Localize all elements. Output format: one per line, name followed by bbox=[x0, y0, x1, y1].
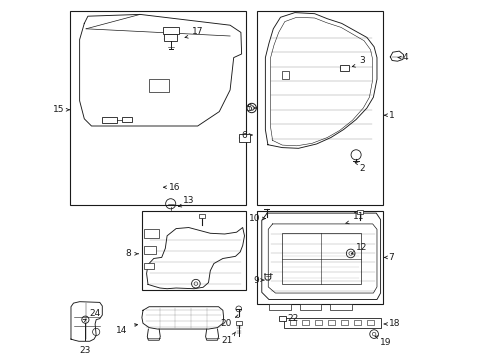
Bar bbox=[302, 320, 308, 325]
Text: 21: 21 bbox=[221, 336, 232, 345]
Bar bbox=[268, 304, 290, 310]
Text: 6: 6 bbox=[241, 131, 247, 140]
Bar bbox=[149, 79, 168, 92]
Text: 20: 20 bbox=[220, 319, 231, 328]
Bar bbox=[356, 210, 362, 214]
Bar bbox=[299, 304, 321, 310]
Bar bbox=[281, 233, 360, 284]
Bar bbox=[354, 320, 360, 325]
Bar bbox=[142, 211, 246, 290]
Text: 18: 18 bbox=[387, 320, 399, 328]
Bar bbox=[289, 320, 295, 325]
Text: 17: 17 bbox=[192, 27, 203, 36]
Bar bbox=[341, 320, 347, 325]
Bar bbox=[315, 320, 321, 325]
Bar bbox=[329, 304, 351, 310]
Bar bbox=[235, 321, 241, 325]
Text: 22: 22 bbox=[286, 314, 298, 323]
Text: 3: 3 bbox=[359, 56, 365, 65]
Bar bbox=[144, 246, 156, 254]
Bar bbox=[257, 11, 382, 205]
Text: 13: 13 bbox=[183, 196, 194, 205]
Text: 9: 9 bbox=[253, 276, 259, 284]
Text: 23: 23 bbox=[80, 346, 91, 355]
Text: 5: 5 bbox=[245, 104, 251, 113]
Text: 10: 10 bbox=[249, 214, 260, 223]
Text: 7: 7 bbox=[387, 253, 393, 262]
Text: 11: 11 bbox=[352, 212, 363, 221]
Text: 19: 19 bbox=[379, 338, 390, 347]
Bar bbox=[284, 318, 381, 328]
Bar bbox=[163, 27, 178, 34]
Bar bbox=[282, 71, 288, 79]
Bar bbox=[199, 214, 204, 218]
Text: 4: 4 bbox=[402, 53, 407, 62]
Bar bbox=[70, 11, 246, 205]
Bar bbox=[102, 117, 117, 123]
Text: 12: 12 bbox=[355, 243, 366, 252]
Text: 8: 8 bbox=[125, 249, 131, 258]
Text: 1: 1 bbox=[387, 111, 393, 120]
Bar bbox=[144, 263, 154, 269]
Bar bbox=[257, 211, 382, 304]
Text: 24: 24 bbox=[89, 309, 100, 318]
Bar bbox=[164, 34, 177, 41]
Bar bbox=[239, 134, 249, 142]
Bar bbox=[366, 320, 373, 325]
Text: 15: 15 bbox=[53, 105, 64, 114]
Text: 16: 16 bbox=[168, 183, 180, 192]
Bar bbox=[340, 65, 348, 71]
Text: 2: 2 bbox=[359, 164, 365, 173]
Bar bbox=[278, 316, 285, 321]
Bar bbox=[328, 320, 334, 325]
Text: 14: 14 bbox=[116, 326, 127, 335]
Bar bbox=[122, 117, 132, 122]
Bar bbox=[144, 229, 159, 238]
